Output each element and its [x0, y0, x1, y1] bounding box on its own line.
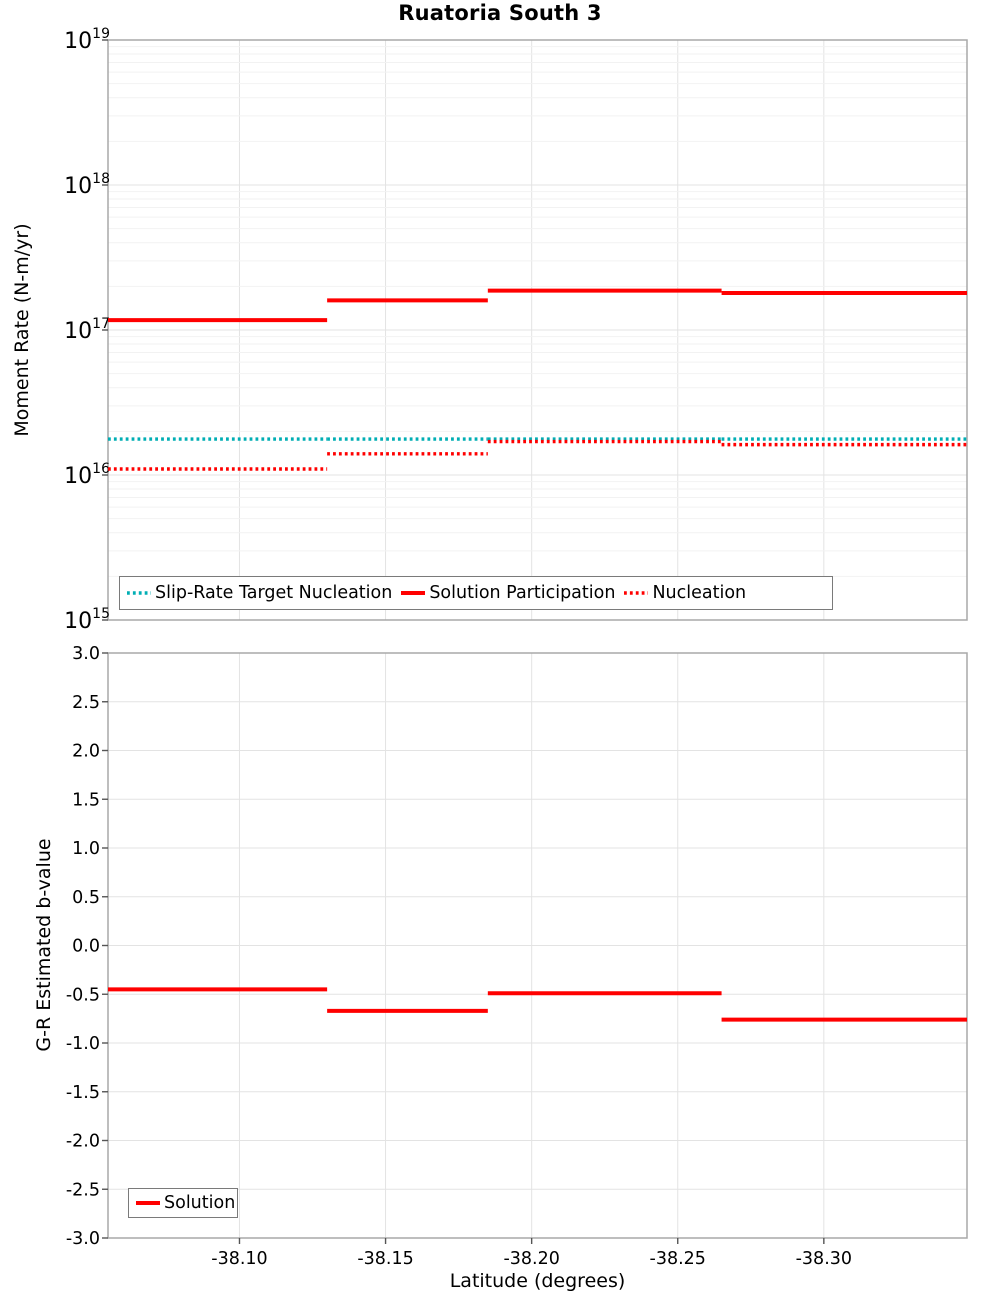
y-tick-label: 0.5	[72, 888, 100, 908]
chart-title: Ruatoria South 3	[398, 1, 602, 25]
legend-entry-solution-participation: Solution Participation	[400, 583, 615, 603]
y-tick-label: 1.5	[72, 790, 100, 810]
y-tick-label: -2.5	[66, 1180, 100, 1200]
x-axis-title: Latitude (degrees)	[449, 1270, 626, 1292]
y-tick-label: 1015	[64, 606, 110, 634]
legend-label: Slip-Rate Target Nucleation	[155, 583, 393, 603]
y-tick-label: 1.0	[72, 839, 100, 859]
y-tick-label: 1018	[64, 171, 110, 199]
solid-line-marker-icon	[401, 591, 426, 595]
y-axis-title-top: Moment Rate (N-m/yr)	[11, 223, 33, 437]
y-tick-label: -3.0	[66, 1229, 100, 1249]
y-tick-label: -0.5	[66, 985, 100, 1005]
legend-bottom-panel: Solution	[128, 1188, 238, 1218]
y-tick-label: 1019	[64, 26, 110, 54]
x-tick-label: -38.15	[357, 1249, 413, 1269]
legend-entry-slip-rate-target: Slip-Rate Target Nucleation	[126, 583, 392, 603]
dotted-line-marker-icon	[127, 591, 151, 595]
y-tick-label: 1016	[64, 461, 110, 489]
y-tick-label: -1.0	[66, 1034, 100, 1054]
y-axis-title-bottom: G-R Estimated b-value	[33, 838, 55, 1052]
x-tick-label: -38.20	[503, 1249, 559, 1269]
y-tick-label: -2.0	[66, 1132, 100, 1152]
x-tick-label: -38.10	[211, 1249, 267, 1269]
legend-entry-solution: Solution	[135, 1193, 235, 1213]
legend-entry-nucleation: Nucleation	[623, 583, 746, 603]
y-tick-label: 2.0	[72, 742, 100, 762]
solid-line-marker-icon	[136, 1201, 160, 1205]
x-tick-label: -38.30	[796, 1249, 852, 1269]
x-tick-label: -38.25	[650, 1249, 706, 1269]
y-tick-label: 3.0	[72, 644, 100, 664]
y-tick-label: 0.0	[72, 937, 100, 957]
y-tick-label: -1.5	[66, 1083, 100, 1103]
legend-label: Nucleation	[652, 583, 747, 603]
legend-label: Solution	[164, 1193, 236, 1213]
y-tick-label: 2.5	[72, 693, 100, 713]
y-tick-label: 1017	[64, 316, 110, 344]
legend-top-panel: Slip-Rate Target Nucleation Solution Par…	[119, 576, 833, 610]
legend-label: Solution Participation	[429, 583, 616, 603]
dotted-line-marker-icon	[624, 591, 649, 595]
